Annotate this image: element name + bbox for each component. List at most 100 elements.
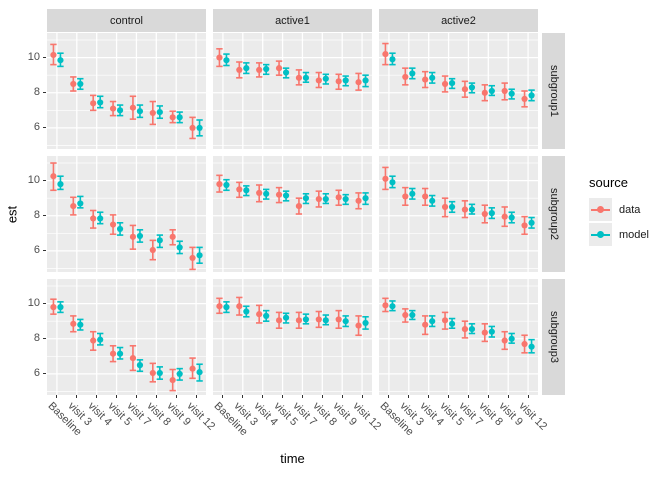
- point-model: [302, 74, 310, 81]
- point-model: [282, 192, 290, 199]
- y-tick-label: 6: [33, 367, 40, 380]
- y-tick-mark: [43, 57, 46, 59]
- facet-strip-label: subgroup2: [547, 188, 560, 240]
- y-tick-mark: [43, 373, 46, 375]
- point-model: [97, 215, 104, 222]
- point-data: [315, 316, 322, 323]
- point-model: [77, 321, 84, 328]
- point-data: [90, 215, 97, 222]
- point-data: [275, 317, 283, 324]
- y-tick-mark: [43, 92, 46, 94]
- point-data: [109, 105, 117, 112]
- point-data: [355, 322, 362, 329]
- panel-active2-subgroup3: [379, 279, 538, 395]
- point-model: [342, 195, 349, 203]
- point-data: [50, 51, 57, 59]
- point-data: [461, 86, 469, 93]
- x-tick-mark: [135, 395, 137, 398]
- point-data: [90, 100, 97, 107]
- point-model: [136, 232, 144, 240]
- x-tick-mark: [527, 395, 529, 398]
- point-model: [528, 219, 535, 226]
- point-model: [448, 79, 456, 87]
- point-data: [501, 87, 508, 95]
- point-data: [461, 325, 469, 333]
- panel-canvas: [379, 156, 538, 272]
- x-tick-mark: [195, 395, 197, 398]
- point-model: [468, 325, 476, 333]
- legend-title: source: [589, 175, 629, 190]
- y-tick-label: 6: [33, 121, 40, 134]
- point-model: [57, 304, 64, 311]
- panel-control-subgroup3: [47, 279, 206, 395]
- point-model: [57, 57, 64, 64]
- point-model: [429, 197, 436, 204]
- point-data: [129, 354, 137, 362]
- point-data: [521, 95, 528, 103]
- point-model: [429, 318, 436, 325]
- facet-strip-active2: active2: [379, 9, 538, 32]
- point-model: [282, 314, 290, 321]
- x-tick-mark: [242, 395, 244, 398]
- point-model: [136, 362, 144, 369]
- point-data: [50, 173, 57, 180]
- y-tick-mark: [43, 250, 46, 252]
- point-data: [216, 54, 223, 61]
- point-model: [263, 190, 270, 197]
- point-model: [389, 303, 396, 310]
- legend-entry-data: data: [589, 198, 669, 221]
- point-data: [501, 213, 508, 220]
- point-data: [256, 66, 263, 74]
- point-model: [77, 200, 84, 207]
- y-tick-label: 8: [33, 209, 40, 222]
- point-model: [223, 304, 230, 311]
- point-model: [57, 181, 64, 188]
- point-model: [97, 336, 104, 343]
- x-tick-mark: [282, 395, 284, 398]
- point-data: [169, 114, 176, 121]
- point-model: [342, 77, 349, 84]
- point-data: [169, 233, 176, 240]
- point-data: [441, 203, 449, 211]
- x-tick-mark: [428, 395, 430, 398]
- point-data: [481, 89, 488, 96]
- y-tick-mark: [43, 338, 46, 340]
- point-data: [149, 246, 156, 254]
- point-model: [362, 319, 369, 327]
- point-model: [528, 343, 535, 350]
- y-tick-mark: [43, 127, 46, 129]
- point-data: [461, 206, 469, 213]
- point-data: [256, 311, 263, 318]
- point-data: [441, 317, 449, 324]
- y-tick-label: 8: [33, 86, 40, 99]
- point-data: [355, 197, 362, 204]
- point-model: [468, 206, 476, 213]
- point-data: [335, 194, 342, 201]
- point-data: [169, 376, 176, 384]
- pointrange-glyph-icon: [589, 198, 612, 221]
- point-data: [441, 80, 449, 88]
- point-model: [409, 311, 416, 319]
- panel-canvas: [379, 279, 538, 395]
- point-data: [382, 50, 389, 58]
- point-model: [176, 244, 183, 251]
- point-data: [295, 317, 303, 324]
- point-data: [236, 66, 243, 74]
- x-tick-mark: [116, 395, 118, 398]
- point-model: [176, 114, 183, 121]
- point-model: [302, 316, 310, 323]
- facet-strip-subgroup2: subgroup2: [542, 156, 565, 272]
- point-data: [402, 73, 409, 81]
- point-model: [409, 190, 416, 197]
- point-data: [216, 303, 223, 310]
- point-data: [70, 202, 77, 210]
- point-data: [189, 254, 196, 262]
- panel-canvas: [47, 279, 206, 395]
- point-data: [315, 195, 322, 203]
- point-model: [322, 317, 329, 324]
- point-data: [149, 109, 156, 117]
- x-tick-mark: [96, 395, 98, 398]
- y-tick-label: 10: [27, 297, 40, 310]
